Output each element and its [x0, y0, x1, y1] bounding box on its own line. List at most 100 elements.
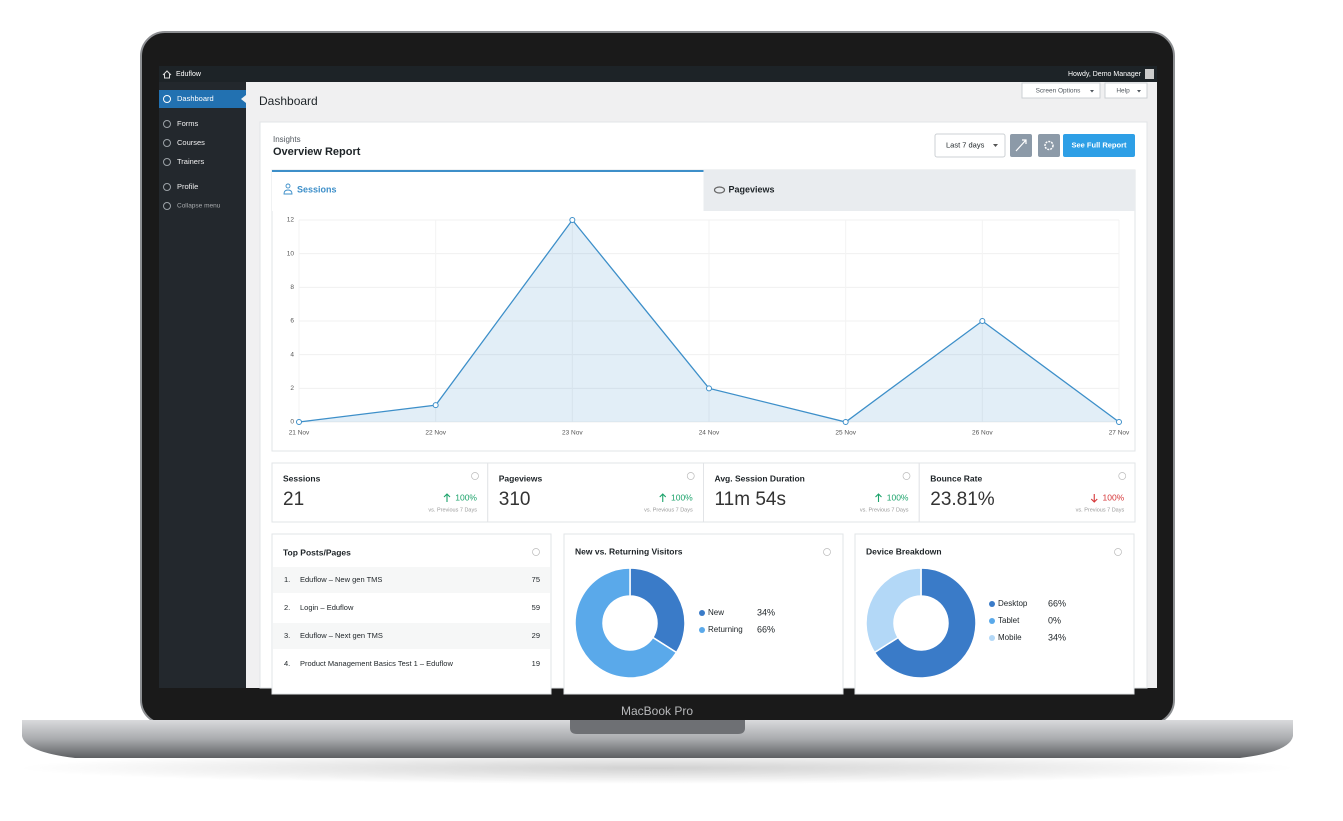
donut-slice [873, 567, 977, 679]
menu-item[interactable]: Collapse menu [177, 203, 221, 210]
range-select[interactable] [934, 133, 1006, 158]
menu-icon [163, 95, 171, 103]
avatar[interactable] [1145, 69, 1154, 79]
settings-button[interactable] [1038, 134, 1060, 157]
menu-item[interactable]: Forms [177, 119, 198, 128]
point [706, 385, 712, 392]
menu-pointer [241, 95, 246, 103]
menu-icon [163, 202, 171, 210]
stat-value: 11m 54s [715, 489, 786, 510]
legend-dot [699, 610, 705, 616]
tab-label: Pageviews [729, 184, 775, 194]
tab[interactable] [272, 170, 704, 211]
legend-label: Mobile [998, 633, 1022, 642]
header-button[interactable] [1104, 82, 1148, 99]
row-name[interactable]: Product Management Basics Test 1 – Edufl… [300, 659, 453, 668]
row-rank: 4. [284, 659, 290, 668]
row-name[interactable]: Eduflow – Next gen TMS [300, 631, 383, 640]
stat-label: Pageviews [499, 473, 543, 483]
stat-note: vs. Previous 7 Days [644, 507, 693, 513]
header-caret [1090, 90, 1094, 93]
menu-item[interactable]: Trainers [177, 157, 204, 166]
info-icon [532, 548, 540, 556]
menu-item[interactable]: Profile [177, 182, 198, 191]
stat-note: vs. Previous 7 Days [1076, 507, 1125, 513]
shadow [17, 752, 1297, 784]
legend-dot [989, 601, 995, 607]
page-title: Dashboard [259, 94, 318, 108]
stat-value: 310 [499, 489, 531, 510]
row-views: 59 [532, 603, 540, 612]
settings-icon [1044, 140, 1054, 151]
y-tick-label: 12 [287, 217, 295, 224]
header-caret [1137, 90, 1141, 93]
header-button-label: Help [1116, 88, 1130, 95]
tab[interactable] [703, 170, 1136, 211]
info-icon [1118, 472, 1127, 480]
laptop-label: MacBook Pro [621, 704, 693, 718]
stat-change: 100% [887, 492, 909, 502]
stat-value: 23.81% [930, 489, 995, 510]
chart-panel [271, 169, 1136, 452]
stat-value: 21 [283, 489, 304, 510]
row-views: 29 [532, 631, 540, 640]
y-tick-label: 2 [290, 385, 294, 392]
legend-value: 34% [1048, 632, 1066, 642]
legend-dot [989, 618, 995, 624]
row-stripe [273, 567, 550, 593]
admin-bar [159, 66, 1157, 82]
home-icon [162, 70, 172, 79]
legend-value: 0% [1048, 615, 1061, 625]
y-tick-label: 6 [290, 318, 294, 325]
point [842, 419, 849, 425]
stat-box [487, 462, 704, 523]
menu-item[interactable]: Courses [177, 138, 205, 147]
greeting[interactable]: Howdy, Demo Manager [1068, 71, 1142, 78]
stat-change: 100% [671, 492, 693, 502]
tab-icon [283, 183, 293, 195]
stat-label: Bounce Rate [930, 473, 982, 483]
x-tick-label: 23 Nov [562, 430, 583, 437]
stat-arrow [875, 493, 882, 502]
stat-label: Sessions [283, 473, 321, 483]
report-title: Overview Report [273, 146, 361, 158]
info-icon [471, 472, 479, 480]
stat-box [703, 462, 920, 523]
row-views: 19 [532, 659, 540, 668]
stat-arrow [659, 493, 667, 502]
menu-icon [163, 158, 171, 166]
row-name[interactable]: Login – Eduflow [300, 603, 354, 612]
point [296, 419, 302, 425]
compare-icon [1015, 139, 1027, 152]
header-button-label: Screen Options [1036, 88, 1082, 95]
menu-item[interactable]: Dashboard [177, 94, 214, 103]
legend-label: Desktop [998, 599, 1028, 608]
legend-value: 34% [757, 607, 775, 617]
info-icon [1114, 548, 1122, 556]
row-name[interactable]: Eduflow – New gen TMS [300, 575, 382, 584]
stat-box [918, 462, 1136, 523]
donut-slice [574, 567, 678, 679]
x-tick-label: 24 Nov [699, 430, 720, 437]
legend-dot [699, 627, 705, 633]
point [1116, 419, 1122, 425]
full-report-label: See Full Report [1071, 140, 1127, 149]
x-tick-label: 22 Nov [425, 430, 446, 437]
donut-slice [629, 567, 686, 654]
laptop-base [22, 720, 1293, 758]
y-tick-label: 4 [290, 351, 294, 358]
site-name[interactable]: Eduflow [176, 71, 202, 78]
row-rank: 3. [284, 631, 290, 640]
range-caret [993, 144, 998, 147]
tab-label: Sessions [297, 184, 337, 194]
y-tick-label: 10 [287, 250, 295, 257]
panel-title: New vs. Returning Visitors [575, 546, 683, 556]
header-button[interactable] [1021, 82, 1101, 99]
point [979, 318, 986, 324]
menu-highlight [159, 90, 246, 108]
menu-icon [163, 120, 171, 128]
laptop-notch [570, 720, 745, 734]
full-report-button[interactable] [1063, 134, 1135, 157]
point [569, 217, 576, 223]
